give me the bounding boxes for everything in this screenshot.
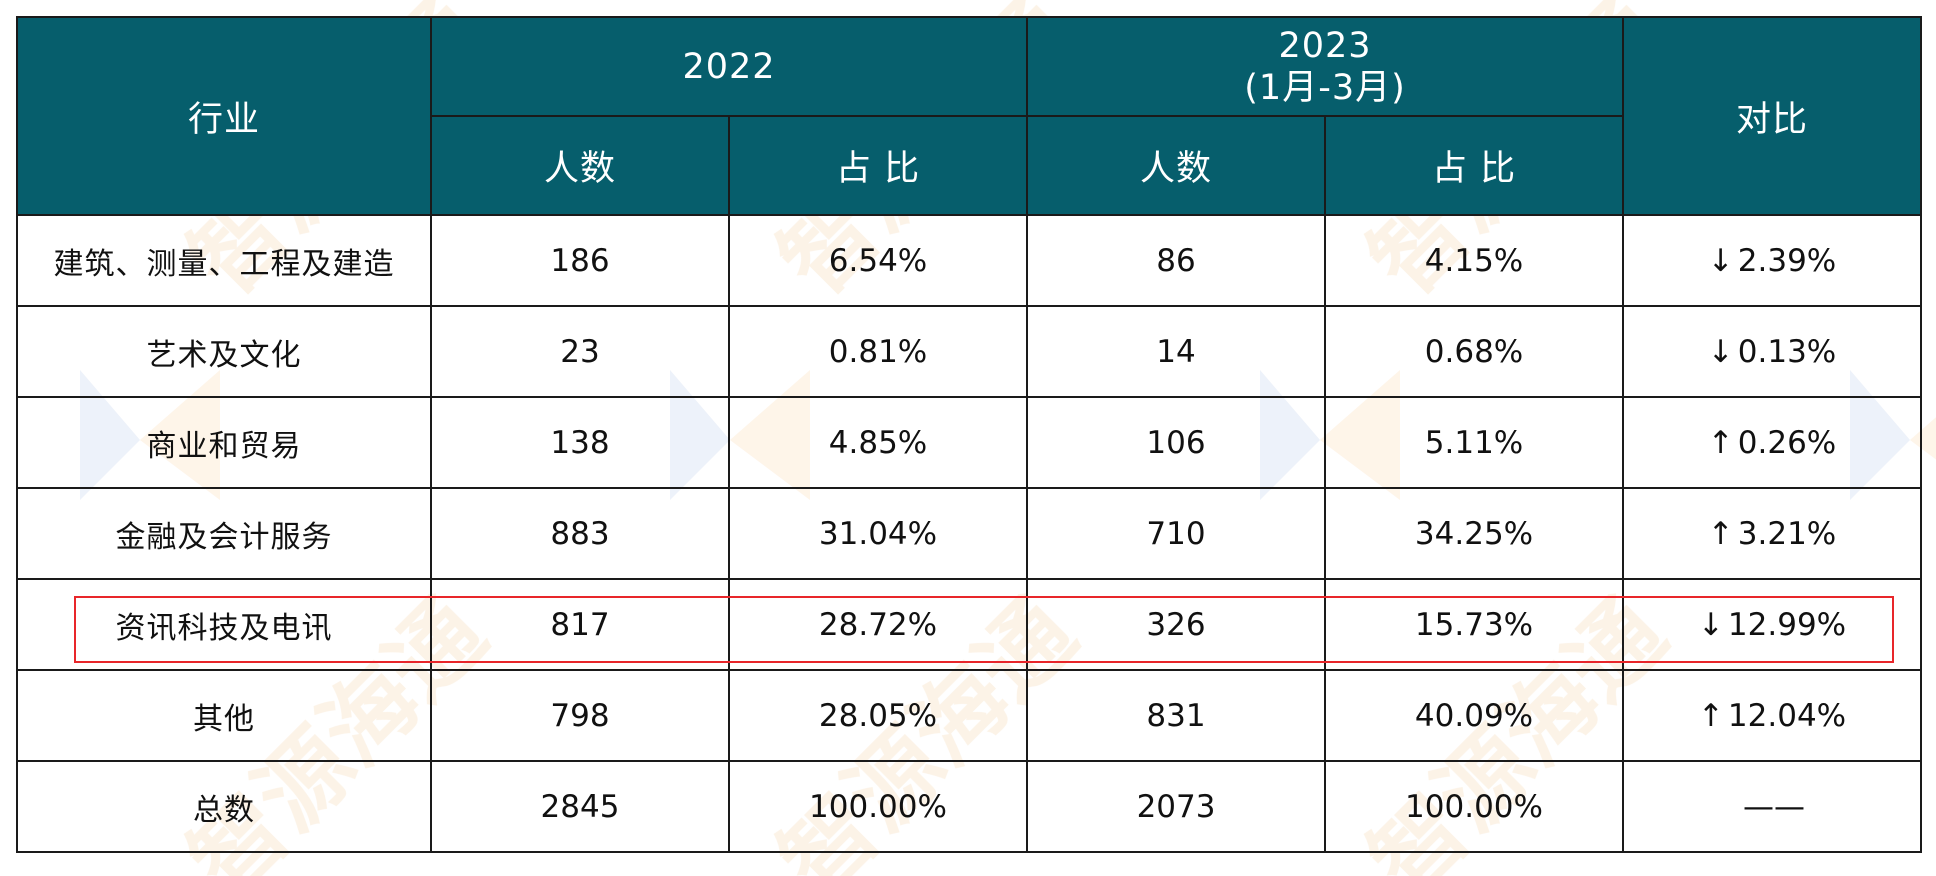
count-2022-cell: 23 [430, 305, 730, 398]
ratio-2022-cell: 6.54% [727, 214, 1029, 307]
compare-value: 3.21% [1737, 515, 1837, 552]
ratio-2022-cell: 31.04% [727, 487, 1029, 580]
table-row: 艺术及文化 23 0.81% 14 0.68% ↓ 0.13% [16, 305, 1923, 398]
industry-cell: 建筑、测量、工程及建造 [16, 214, 432, 307]
compare-cell: ↓ 0.13% [1622, 305, 1923, 398]
industry-comparison-table: 行业 2022 2023 (1月-3月) 对比 人数 占 比 人数 占 比 建筑… [16, 16, 1923, 853]
count-2022-cell: 798 [430, 669, 730, 762]
trend-arrow-icon: ↑ [1707, 424, 1734, 461]
industry-cell: 资讯科技及电讯 [16, 578, 432, 671]
industry-cell: 艺术及文化 [16, 305, 432, 398]
compare-cell: ↓ 2.39% [1622, 214, 1923, 307]
count-2023-cell: 86 [1026, 214, 1327, 307]
trend-arrow-icon: ↑ [1707, 515, 1734, 552]
trend-arrow-icon: ↓ [1707, 242, 1734, 279]
count-2022-cell: 138 [430, 396, 730, 489]
count-2022-cell: 883 [430, 487, 730, 580]
trend-arrow-icon: ↓ [1707, 333, 1734, 370]
compare-cell: ↓ 12.99% [1622, 578, 1923, 671]
header-compare: 对比 [1622, 16, 1923, 216]
ratio-2022-cell: 0.81% [727, 305, 1029, 398]
table-row: 其他 798 28.05% 831 40.09% ↑ 12.04% [16, 669, 1923, 762]
ratio-2023-cell: 0.68% [1324, 305, 1625, 398]
compare-cell: ↑ 0.26% [1622, 396, 1923, 489]
industry-cell: 其他 [16, 669, 432, 762]
table-row-total: 总数 2845 100.00% 2073 100.00% —— [16, 760, 1923, 853]
compare-value: 12.04% [1727, 697, 1847, 734]
header-2023-ratio: 占 比 [1324, 115, 1625, 216]
industry-cell: 金融及会计服务 [16, 487, 432, 580]
ratio-2023-cell: 15.73% [1324, 578, 1625, 671]
table-row: 建筑、测量、工程及建造 186 6.54% 86 4.15% ↓ 2.39% [16, 214, 1923, 307]
compare-value: 0.26% [1737, 424, 1837, 461]
header-year-2023-label: 2023 [1278, 25, 1372, 66]
ratio-2022-cell: 4.85% [727, 396, 1029, 489]
ratio-2023-cell: 40.09% [1324, 669, 1625, 762]
ratio-2023-cell: 100.00% [1324, 760, 1625, 853]
table-row-highlighted: 资讯科技及电讯 817 28.72% 326 15.73% ↓ 12.99% [16, 578, 1923, 671]
compare-cell: ↑ 12.04% [1622, 669, 1923, 762]
ratio-2023-cell: 4.15% [1324, 214, 1625, 307]
compare-cell: —— [1622, 760, 1923, 853]
header-2023-count: 人数 [1026, 115, 1327, 216]
count-2023-cell: 2073 [1026, 760, 1327, 853]
table-row: 金融及会计服务 883 31.04% 710 34.25% ↑ 3.21% [16, 487, 1923, 580]
count-2022-cell: 817 [430, 578, 730, 671]
count-2023-cell: 710 [1026, 487, 1327, 580]
ratio-2022-cell: 100.00% [727, 760, 1029, 853]
trend-arrow-icon: ↑ [1697, 697, 1724, 734]
compare-value: —— [1743, 788, 1806, 825]
header-2022-count: 人数 [430, 115, 730, 216]
count-2022-cell: 186 [430, 214, 730, 307]
compare-cell: ↑ 3.21% [1622, 487, 1923, 580]
header-year-2023-period: (1月-3月) [1244, 67, 1406, 108]
industry-cell: 商业和贸易 [16, 396, 432, 489]
count-2023-cell: 831 [1026, 669, 1327, 762]
header-year-2022: 2022 [429, 16, 1029, 117]
count-2022-cell: 2845 [430, 760, 730, 853]
header-year-2023: 2023 (1月-3月) [1026, 16, 1625, 117]
header-year-2022-label: 2022 [682, 46, 776, 87]
header-industry: 行业 [16, 16, 432, 216]
table-row: 商业和贸易 138 4.85% 106 5.11% ↑ 0.26% [16, 396, 1923, 489]
compare-value: 2.39% [1737, 242, 1837, 279]
compare-value: 0.13% [1737, 333, 1837, 370]
industry-cell: 总数 [16, 760, 432, 853]
ratio-2023-cell: 34.25% [1324, 487, 1625, 580]
ratio-2023-cell: 5.11% [1324, 396, 1625, 489]
trend-arrow-icon: ↓ [1697, 606, 1724, 643]
ratio-2022-cell: 28.72% [727, 578, 1029, 671]
header-2022-ratio: 占 比 [727, 115, 1029, 216]
ratio-2022-cell: 28.05% [727, 669, 1029, 762]
count-2023-cell: 14 [1026, 305, 1327, 398]
count-2023-cell: 326 [1026, 578, 1327, 671]
count-2023-cell: 106 [1026, 396, 1327, 489]
compare-value: 12.99% [1727, 606, 1847, 643]
